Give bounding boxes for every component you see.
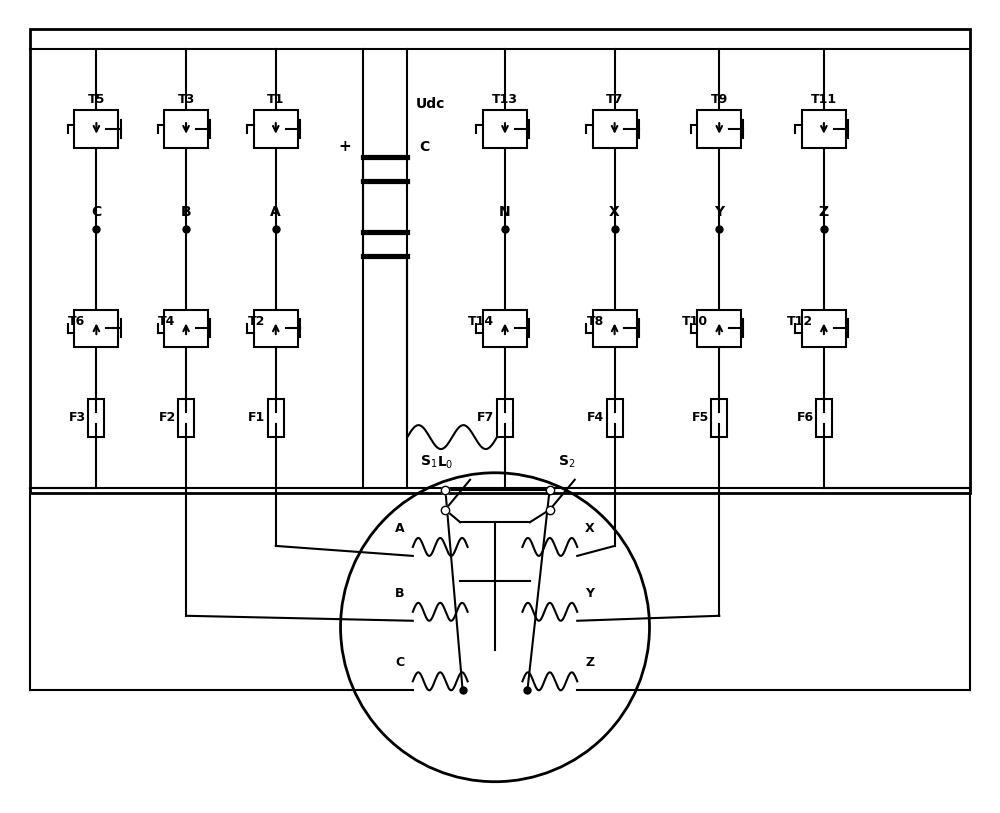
Bar [88,399,104,437]
Bar [74,310,118,347]
Text: T10: T10 [682,315,708,328]
Bar [802,310,846,347]
Bar [164,111,208,148]
Text: F4: F4 [587,411,604,424]
Text: L$_0$: L$_0$ [437,455,454,472]
Text: X: X [585,522,595,535]
Text: Y: Y [714,205,724,219]
Bar [802,111,846,148]
Bar [697,111,741,148]
Text: A: A [395,522,405,535]
Text: T3: T3 [177,93,195,106]
Bar [268,399,284,437]
Bar [483,310,527,347]
Text: T12: T12 [787,315,813,328]
Text: T14: T14 [468,315,494,328]
Bar [593,111,637,148]
Text: C: C [396,656,405,669]
Bar [593,310,637,347]
Text: S$_1$: S$_1$ [420,454,437,470]
Text: C: C [91,205,102,219]
Bar [816,399,832,437]
Text: B: B [181,205,191,219]
Text: Udc: Udc [415,97,445,111]
Text: F2: F2 [158,411,176,424]
Text: F3: F3 [69,411,86,424]
Text: T2: T2 [247,315,265,328]
Text: T13: T13 [492,93,518,106]
Text: A: A [270,205,281,219]
Text: F6: F6 [796,411,814,424]
Text: T1: T1 [267,93,284,106]
Text: F5: F5 [692,411,709,424]
Bar [697,310,741,347]
Text: T9: T9 [711,93,728,106]
Text: T4: T4 [158,315,175,328]
Text: B: B [395,587,405,600]
Text: X: X [609,205,620,219]
Text: Y: Y [585,587,594,600]
Bar [30,29,970,493]
Bar [178,399,194,437]
Bar [74,111,118,148]
Text: T7: T7 [606,93,623,106]
Text: Z: Z [819,205,829,219]
Bar [254,111,298,148]
Bar [483,111,527,148]
Text: C: C [419,140,430,154]
Bar [607,399,623,437]
Text: F1: F1 [248,411,265,424]
Text: T11: T11 [811,93,837,106]
Text: S$_2$: S$_2$ [558,454,575,470]
Text: F7: F7 [477,411,495,424]
Text: N: N [499,205,511,219]
Text: T8: T8 [586,315,604,328]
Bar [497,399,513,437]
Text: Z: Z [585,656,594,669]
Bar [164,310,208,347]
Text: T5: T5 [88,93,105,106]
Text: T6: T6 [68,315,85,328]
Bar [711,399,727,437]
Bar [254,310,298,347]
Text: +: + [339,139,352,154]
